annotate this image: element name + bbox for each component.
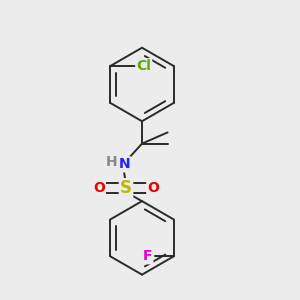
Text: N: N [118,158,130,171]
Text: H: H [106,155,118,169]
Text: F: F [143,249,152,263]
Text: S: S [120,179,132,197]
Text: Cl: Cl [136,59,151,73]
Text: O: O [93,182,105,195]
Text: O: O [147,182,159,195]
